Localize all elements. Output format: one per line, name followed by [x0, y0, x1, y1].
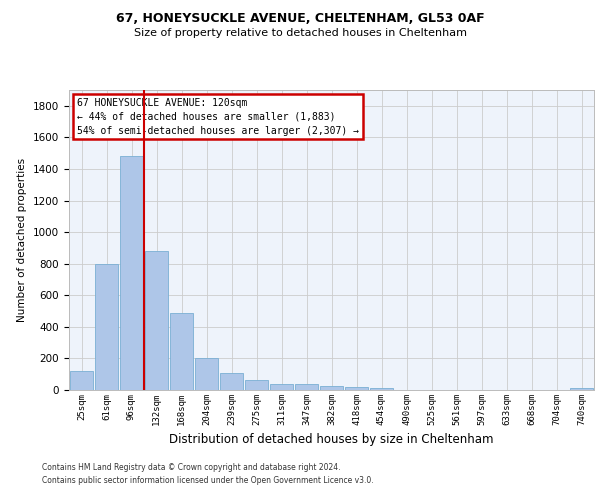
Text: Contains HM Land Registry data © Crown copyright and database right 2024.: Contains HM Land Registry data © Crown c… — [42, 464, 341, 472]
Bar — [170, 312, 193, 390]
Text: 67, HONEYSUCKLE AVENUE, CHELTENHAM, GL53 0AF: 67, HONEYSUCKLE AVENUE, CHELTENHAM, GL53… — [116, 12, 484, 26]
Bar — [320, 386, 343, 390]
X-axis label: Distribution of detached houses by size in Cheltenham: Distribution of detached houses by size … — [169, 434, 494, 446]
Text: Size of property relative to detached houses in Cheltenham: Size of property relative to detached ho… — [133, 28, 467, 38]
Bar — [345, 387, 368, 390]
Bar — [145, 251, 168, 390]
Bar — [295, 384, 318, 390]
Bar — [270, 384, 293, 390]
Bar — [245, 380, 268, 390]
Bar — [220, 374, 243, 390]
Bar — [95, 264, 118, 390]
Bar — [570, 388, 593, 390]
Bar — [370, 388, 393, 390]
Text: Contains public sector information licensed under the Open Government Licence v3: Contains public sector information licen… — [42, 476, 374, 485]
Bar — [120, 156, 143, 390]
Bar — [70, 371, 93, 390]
Y-axis label: Number of detached properties: Number of detached properties — [17, 158, 28, 322]
Bar — [195, 358, 218, 390]
Text: 67 HONEYSUCKLE AVENUE: 120sqm
← 44% of detached houses are smaller (1,883)
54% o: 67 HONEYSUCKLE AVENUE: 120sqm ← 44% of d… — [77, 98, 359, 136]
